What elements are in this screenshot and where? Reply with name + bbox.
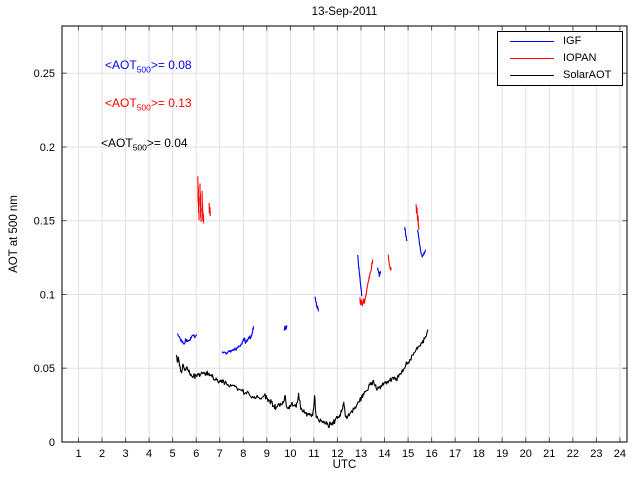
x-tick-label: 10 — [284, 448, 296, 460]
x-tick-label: 18 — [473, 448, 485, 460]
x-tick-label: 4 — [146, 448, 152, 460]
x-tick-label: 17 — [449, 448, 461, 460]
annotation-text: >= 0.04 — [146, 136, 188, 150]
y-tick-label: 0.15 — [34, 216, 55, 228]
x-axis-label: UTC — [332, 459, 357, 471]
series-iopan-line — [201, 190, 205, 224]
annotation-subscript: 500 — [132, 142, 147, 153]
series-solaraot-line — [175, 329, 429, 429]
x-tick-label: 8 — [240, 448, 246, 460]
x-tick-label: 11 — [308, 448, 319, 460]
series-iopan-line — [208, 202, 211, 217]
x-tick-label: 13 — [355, 448, 367, 460]
x-tick-label: 12 — [331, 448, 343, 460]
y-tick-label: 0.25 — [34, 68, 55, 80]
legend-line-sample-igf — [510, 40, 554, 42]
series-iopan-line — [197, 176, 200, 221]
y-tick-label: 0 — [49, 437, 55, 449]
annotation-text: >= 0.13 — [150, 96, 192, 110]
series-igf-line — [377, 267, 382, 278]
series-iopan-line — [387, 254, 392, 271]
annotation-text: <AOT — [105, 58, 137, 72]
mean-aot-annotation-iopan: <AOT500>= 0.13 — [105, 96, 192, 112]
y-tick-label: 0.2 — [40, 142, 55, 154]
legend-entry-solaraot: SolarAOT — [498, 68, 622, 84]
y-axis-label: AOT at 500 nm — [8, 195, 20, 273]
series-igf-line — [314, 296, 320, 312]
x-tick-label: 20 — [520, 448, 532, 460]
x-tick-label: 9 — [264, 448, 270, 460]
x-tick-label: 7 — [217, 448, 223, 460]
legend-entry-iopan: IOPAN — [498, 51, 622, 67]
x-tick-label: 15 — [402, 448, 414, 460]
x-tick-label: 6 — [193, 448, 199, 460]
y-tick-label: 0.05 — [34, 363, 55, 375]
series-igf-line — [221, 326, 255, 355]
legend-line-sample-solaraot — [510, 75, 554, 77]
x-tick-label: 2 — [99, 448, 105, 460]
chart-title: 13-Sep-2011 — [311, 6, 378, 18]
series-iopan-line — [415, 204, 420, 230]
legend-entry-igf: IGF — [498, 33, 622, 49]
annotation-text: <AOT — [101, 136, 133, 150]
x-tick-label: 21 — [543, 448, 555, 460]
x-tick-label: 23 — [590, 448, 602, 460]
series-igf-line — [283, 325, 288, 331]
series-igf-line — [176, 333, 198, 345]
legend-label: SolarAOT — [563, 69, 612, 82]
annotation-subscript: 500 — [136, 102, 151, 113]
annotation-subscript: 500 — [136, 64, 151, 75]
legend-label: IOPAN — [563, 52, 597, 64]
x-tick-label: 24 — [614, 448, 626, 460]
legend-line-sample-iopan — [510, 58, 554, 59]
mean-aot-annotation-solaraot: <AOT500>= 0.04 — [101, 136, 188, 152]
annotation-text: <AOT — [105, 96, 137, 110]
series-iopan-line — [359, 259, 374, 307]
series-igf-line — [404, 226, 408, 242]
y-tick-label: 0.1 — [40, 290, 55, 302]
series-iopan-line — [199, 183, 202, 222]
series-igf-line — [416, 229, 426, 258]
x-tick-label: 22 — [567, 448, 579, 460]
mean-aot-annotation-igf: <AOT500>= 0.08 — [105, 58, 192, 74]
legend-label: IGF — [563, 34, 582, 47]
x-tick-label: 3 — [123, 448, 129, 460]
x-tick-label: 1 — [75, 448, 81, 460]
legend-box: IGF IOPAN SolarAOT — [497, 31, 623, 86]
x-tick-label: 16 — [425, 448, 437, 460]
series-igf-line — [357, 254, 363, 297]
x-tick-label: 19 — [496, 448, 508, 460]
annotation-text: >= 0.08 — [150, 58, 192, 72]
plot-border — [61, 25, 628, 443]
x-tick-label: 14 — [378, 448, 390, 460]
x-tick-label: 5 — [170, 448, 176, 460]
